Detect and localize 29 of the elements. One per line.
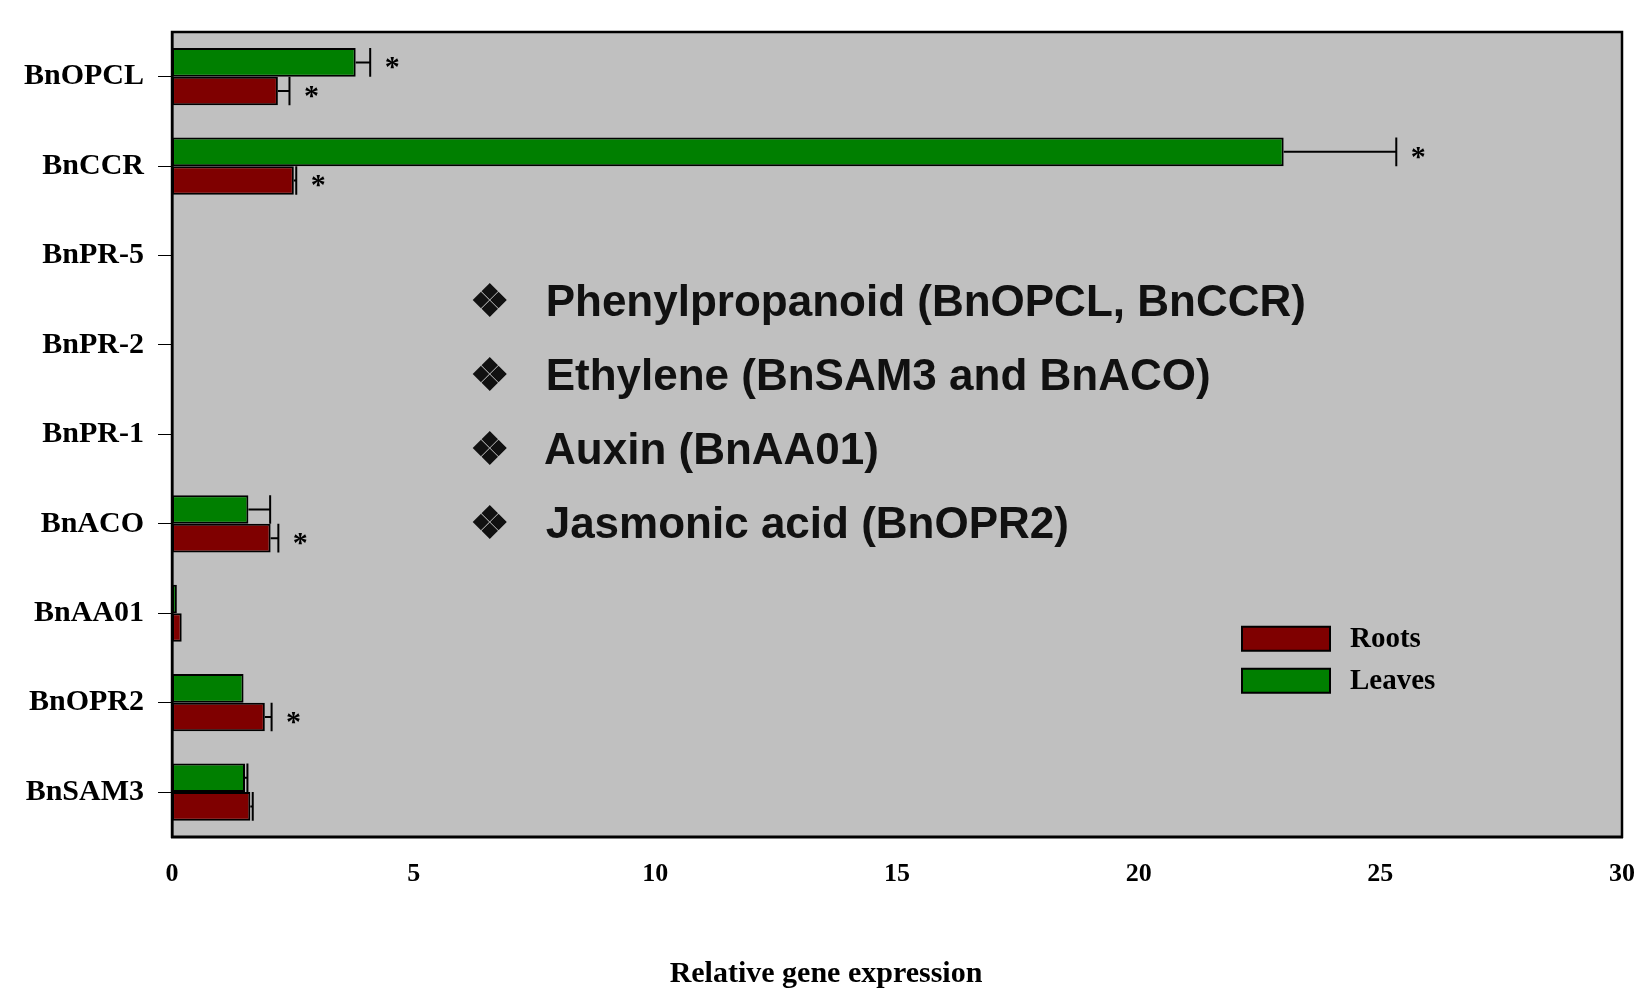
annotation: * xyxy=(310,167,326,201)
y-tick-label: BnPR-5 xyxy=(42,236,145,270)
y-tick-label: BnACO xyxy=(40,504,145,538)
legend-label: Roots xyxy=(1350,621,1421,654)
y-tick-label: BnAA01 xyxy=(34,593,145,627)
annotation: * xyxy=(384,49,400,83)
annotation: * xyxy=(292,524,308,558)
x-tick-label: 0 xyxy=(165,858,179,888)
x-tick-label: 30 xyxy=(1609,858,1635,888)
y-tick-label: BnPR-2 xyxy=(42,325,145,359)
x-axis-title: Relative gene expression xyxy=(668,955,984,989)
annotation: * xyxy=(1410,138,1426,172)
annotation: ❖ Jasmonic acid (BnOPR2) xyxy=(470,497,1070,549)
annotation: * xyxy=(286,703,302,737)
x-tick-label: 25 xyxy=(1367,858,1394,888)
legend-label: Leaves xyxy=(1350,663,1436,696)
x-tick-label: 10 xyxy=(642,858,669,888)
x-tick-label: 20 xyxy=(1125,858,1152,888)
annotation: ❖ Ethylene (BnSAM3 and BnACO) xyxy=(470,349,1212,401)
annotation: ❖ Auxin (BnAA01) xyxy=(470,423,880,475)
y-tick-label: BnOPCL xyxy=(24,57,145,91)
y-tick-label: BnSAM3 xyxy=(25,772,145,806)
y-tick-label: BnOPR2 xyxy=(29,683,145,717)
annotation: * xyxy=(303,77,319,111)
x-tick-label: 15 xyxy=(884,858,911,888)
y-tick-label: BnCCR xyxy=(42,146,145,180)
y-tick-label: BnPR-1 xyxy=(42,415,145,449)
annotation: ❖ Phenylpropanoid (BnOPCL, BnCCR) xyxy=(470,275,1306,327)
x-tick-label: 5 xyxy=(407,858,421,888)
